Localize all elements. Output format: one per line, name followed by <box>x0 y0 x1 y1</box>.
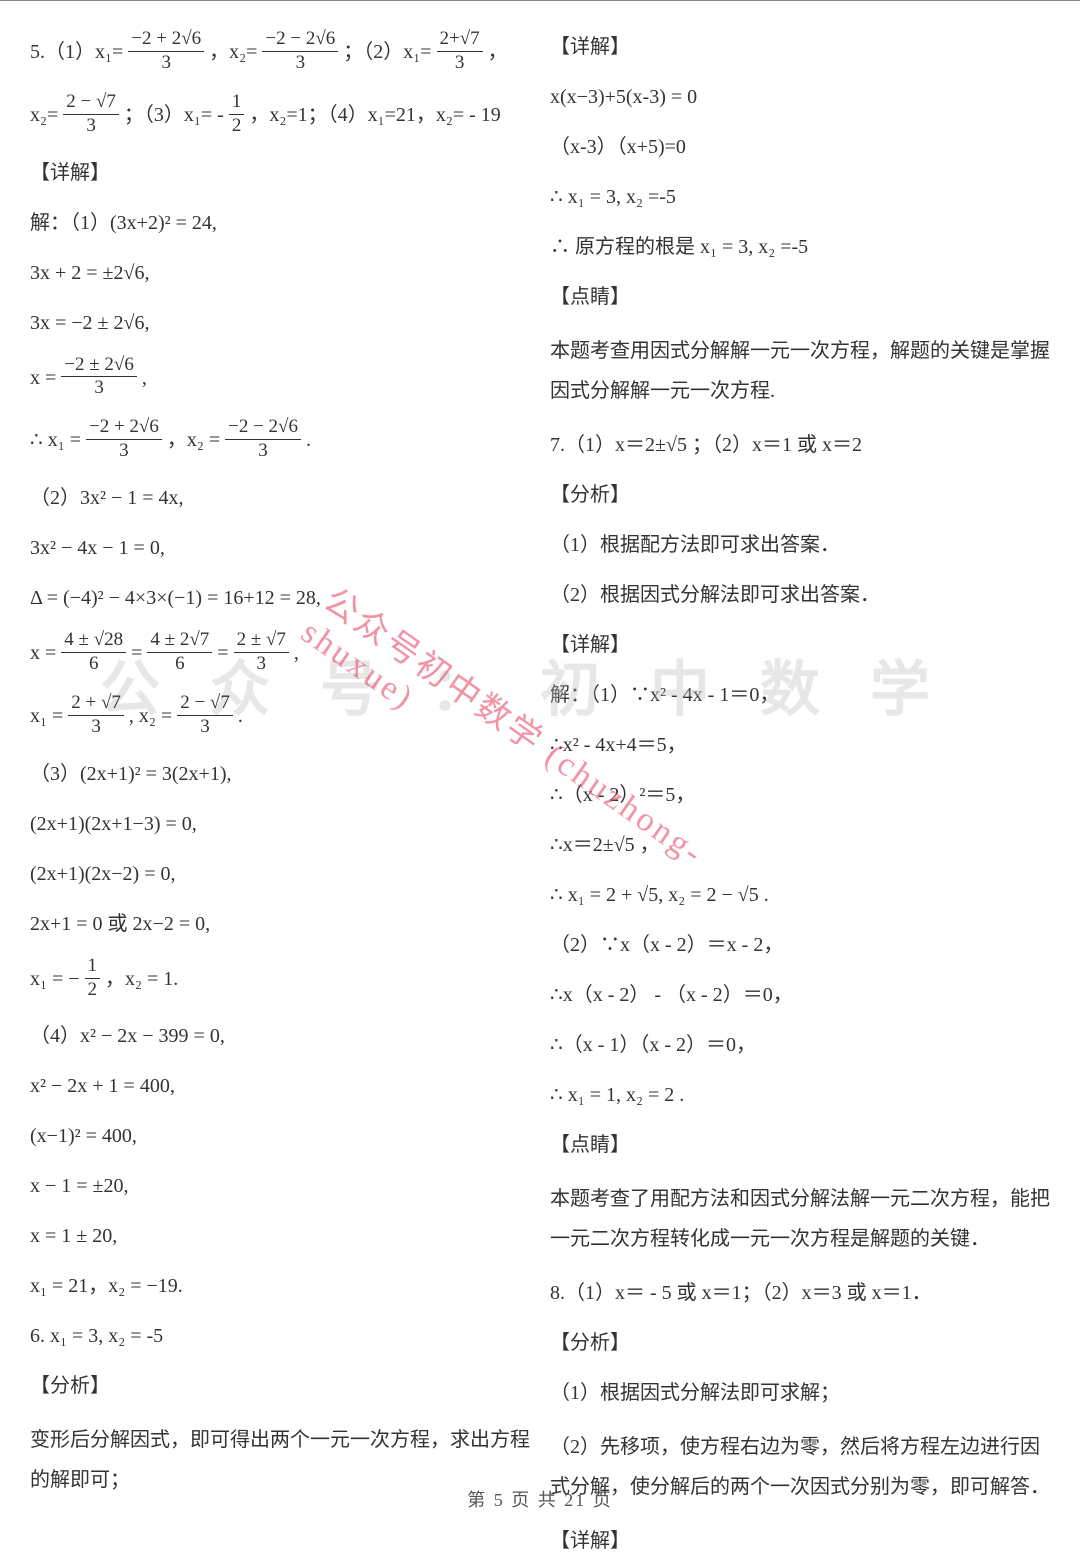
heading-analysis: 【分析】 <box>30 1370 530 1402</box>
step: x = 4 ± √286 = 4 ± 2√76 = 2 ± √73 , <box>30 632 530 677</box>
step: x₁ = 21，x₂ = −19. <box>30 1270 530 1302</box>
step: x − 1 = ±20, <box>30 1170 530 1202</box>
page-footer: 第 5 页 共 21 页 <box>0 1486 1080 1512</box>
step: 3x = −2 ± 2√6, <box>30 307 530 339</box>
step: （2）3x² − 1 = 4x, <box>30 482 530 514</box>
text: = <box>131 642 147 664</box>
frac: 4 ± 2√76 <box>147 630 212 675</box>
step: 2x+1 = 0 或 2x−2 = 0, <box>30 908 530 940</box>
text: x₁ = − <box>30 968 85 990</box>
note-text: 本题考查用因式分解解一元一次方程，解题的关键是掌握因式分解解一元一次方程. <box>550 331 1050 411</box>
step: x(x−3)+5(x-3) = 0 <box>550 81 1050 113</box>
columns: 5.（1）x₁= −2 + 2√63 ，x₂= −2 − 2√63 ；（2）x₁… <box>30 31 1050 1451</box>
text: ，x₂ = 1. <box>105 968 178 990</box>
frac: 12 <box>85 956 101 1001</box>
step: ∴（x - 2）²＝5， <box>550 779 1050 811</box>
step: ∴ x₁ = −2 + 2√63 ，x₂ = −2 − 2√63 . <box>30 419 530 464</box>
step: ∴x² - 4x+4＝5， <box>550 729 1050 761</box>
frac: 2 ± √73 <box>234 630 289 675</box>
heading-analysis: 【分析】 <box>550 1327 1050 1359</box>
text: ；（3）x₁= - <box>124 104 229 126</box>
q5-answers-2: x₂= 2 − √73 ；（3）x₁= - 12 ，x₂=1；（4）x₁=21，… <box>30 94 530 139</box>
heading-analysis: 【分析】 <box>550 479 1050 511</box>
step: 解：（1）(3x+2)² = 24, <box>30 207 530 239</box>
frac: −2 − 2√63 <box>225 417 301 462</box>
frac: −2 ± 2√63 <box>61 355 137 400</box>
text: ， <box>488 41 508 63</box>
step: ∴ 原方程的根是 x₁ = 3, x₂ =-5 <box>550 231 1050 263</box>
page: 公众号：初中数学 公众号初中数学 (chuzhong-shuxue) 5.（1）… <box>0 0 1080 1527</box>
left-column: 5.（1）x₁= −2 + 2√63 ，x₂= −2 − 2√63 ；（2）x₁… <box>30 31 530 1451</box>
analysis-text: （2）根据因式分解法即可求出答案． <box>550 579 1050 611</box>
text: = <box>217 642 233 664</box>
frac: 2 − √73 <box>177 693 233 738</box>
note-text: 本题考查了用配方法和因式分解法解一元二次方程，能把一元二次方程转化成一元一次方程… <box>550 1179 1050 1259</box>
q8-answer: 8.（1）x＝ - 5 或 x＝1；（2）x＝3 或 x＝1． <box>550 1277 1050 1309</box>
step: x = 1 ± 20, <box>30 1220 530 1252</box>
heading-note: 【点睛】 <box>550 1129 1050 1161</box>
frac: 2+√73 <box>437 29 483 74</box>
frac: −2 + 2√63 <box>86 417 162 462</box>
step: （4）x² − 2x − 399 = 0, <box>30 1020 530 1052</box>
text: , <box>294 642 299 664</box>
frac: 2 + √73 <box>68 693 124 738</box>
step: x₁ = − 12 ，x₂ = 1. <box>30 958 530 1003</box>
heading-detail: 【详解】 <box>30 157 530 189</box>
analysis-text: （1）根据因式分解法即可求解； <box>550 1377 1050 1409</box>
q5-answers-1: 5.（1）x₁= −2 + 2√63 ，x₂= −2 − 2√63 ；（2）x₁… <box>30 31 530 76</box>
right-column: 【详解】 x(x−3)+5(x-3) = 0 （x-3）（x+5)=0 ∴ x₁… <box>550 31 1050 1451</box>
step: ∴x（x - 2） - （x - 2）＝0， <box>550 979 1050 1011</box>
text: x₂= <box>30 104 58 126</box>
frac: −2 − 2√63 <box>262 29 338 74</box>
heading-detail: 【详解】 <box>550 31 1050 63</box>
step: ∴ x₁ = 2 + √5, x₂ = 2 − √5 . <box>550 879 1050 911</box>
text: x = <box>30 367 61 389</box>
step: ∴ x₁ = 3, x₂ =-5 <box>550 181 1050 213</box>
analysis-text: （1）根据配方法即可求出答案． <box>550 529 1050 561</box>
text: x₁ = <box>30 705 68 727</box>
step: ∴（x - 1）（x - 2）＝0， <box>550 1029 1050 1061</box>
step: （x-3）（x+5)=0 <box>550 131 1050 163</box>
step: (2x+1)(2x−2) = 0, <box>30 858 530 890</box>
step: 解：（1）∵x² - 4x - 1＝0， <box>550 679 1050 711</box>
step: (x−1)² = 400, <box>30 1120 530 1152</box>
heading-detail: 【详解】 <box>550 1525 1050 1557</box>
frac: 4 ± √286 <box>61 630 126 675</box>
text: ，x₂=1；（4）x₁=21，x₂= - 19 <box>249 104 500 126</box>
step: Δ = (−4)² − 4×3×(−1) = 16+12 = 28, <box>30 582 530 614</box>
frac: −2 + 2√63 <box>128 29 204 74</box>
text: ，x₂= <box>209 41 262 63</box>
text: . <box>306 429 311 451</box>
q7-answer: 7.（1）x＝2±√5 ；（2）x＝1 或 x＝2 <box>550 429 1050 461</box>
step: ∴ x₁ = 1, x₂ = 2 . <box>550 1079 1050 1111</box>
step: x² − 2x + 1 = 400, <box>30 1070 530 1102</box>
step: (2x+1)(2x+1−3) = 0, <box>30 808 530 840</box>
text: ；（2）x₁= <box>343 41 436 63</box>
step: 3x² − 4x − 1 = 0, <box>30 532 530 564</box>
text: ，x₂ = <box>167 429 225 451</box>
q6-answer: 6. x₁ = 3, x₂ = -5 <box>30 1320 530 1352</box>
step: （2）∵x（x - 2）＝x - 2， <box>550 929 1050 961</box>
text: , <box>142 367 147 389</box>
text: 5.（1）x₁= <box>30 41 123 63</box>
step: x = −2 ± 2√63 , <box>30 357 530 402</box>
text: ∴ x₁ = <box>30 429 86 451</box>
step: 3x + 2 = ±2√6, <box>30 257 530 289</box>
text: , x₂ = <box>129 705 177 727</box>
step: x₁ = 2 + √73 , x₂ = 2 − √73 . <box>30 695 530 740</box>
frac: 12 <box>229 92 245 137</box>
heading-detail: 【详解】 <box>550 629 1050 661</box>
step: ∴x＝2±√5 ， <box>550 829 1050 861</box>
step: （3）(2x+1)² = 3(2x+1), <box>30 758 530 790</box>
heading-note: 【点睛】 <box>550 281 1050 313</box>
text: x = <box>30 642 61 664</box>
text: . <box>238 705 243 727</box>
frac: 2 − √73 <box>63 92 119 137</box>
